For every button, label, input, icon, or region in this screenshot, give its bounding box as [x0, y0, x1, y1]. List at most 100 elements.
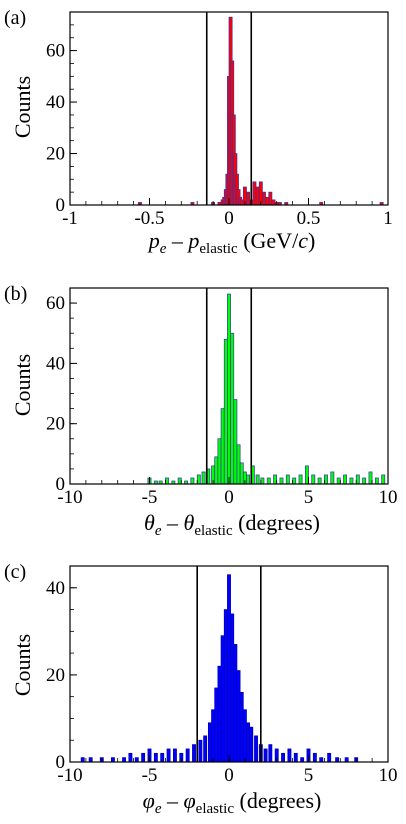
histogram-bar — [233, 399, 238, 485]
histogram-bar — [246, 722, 251, 763]
x-axis-title-a: pe – pelastic (GeV/c) — [147, 228, 316, 257]
x-var-2-b: θ — [184, 510, 195, 535]
histogram-bar — [160, 752, 165, 763]
histogram-bar — [252, 181, 257, 206]
panel-label-c: (c) — [4, 561, 26, 583]
plot-area-b: -10 -5 0 5 10 0 20 40 60 — [46, 287, 398, 508]
x-tick-label: 0 — [224, 208, 234, 229]
x-tick-label: -5 — [142, 487, 158, 508]
histogram-bar — [312, 752, 317, 763]
histogram-bar — [233, 644, 238, 763]
panel-label-b: (b) — [4, 283, 27, 305]
histogram-bar — [217, 665, 222, 763]
histogram-bar — [230, 332, 235, 485]
x-tick-label: 10 — [379, 487, 398, 508]
histogram-bar — [185, 748, 190, 763]
histogram-bar — [166, 748, 171, 763]
x-tick-label: -0.5 — [134, 208, 164, 229]
histogram-bar — [254, 735, 258, 763]
y-tick-label: 20 — [46, 414, 65, 435]
x-var-1-b: θ — [144, 510, 155, 535]
histogram-bar — [374, 477, 379, 485]
histogram-bar — [362, 477, 367, 485]
y-tick-label: 60 — [46, 293, 65, 314]
histogram-bar — [349, 477, 354, 485]
x-tick-label: 0.5 — [297, 208, 321, 229]
histogram-bar — [279, 477, 284, 485]
y-tick-label: 0 — [56, 752, 66, 773]
x-minus-b: – — [162, 510, 184, 535]
histogram-bar — [239, 462, 244, 485]
y-tick-label: 40 — [46, 578, 65, 599]
histogram-bar — [324, 474, 328, 485]
histogram-bar — [287, 748, 292, 763]
histogram-bar — [236, 670, 241, 763]
histogram-bar — [239, 691, 244, 763]
histogram-bar — [300, 757, 305, 763]
y-tick-label: 60 — [46, 41, 65, 62]
x-unit-c: (degrees) — [234, 788, 321, 813]
histogram-bar — [293, 752, 298, 763]
x-sub-2-b: elastic — [194, 523, 233, 539]
histogram-bar — [381, 474, 386, 485]
x-minus-a: – — [166, 228, 188, 253]
histogram-bar — [268, 744, 273, 763]
histogram-bar — [88, 757, 93, 763]
histogram-bar — [214, 456, 219, 485]
histogram-bar — [327, 752, 332, 763]
histogram-bar — [262, 191, 266, 206]
histogram-bar — [268, 191, 273, 206]
y-tick-label: 40 — [46, 353, 65, 374]
x-tick-label: 1 — [383, 208, 393, 229]
histogram-bar — [281, 752, 286, 763]
histogram-bar — [220, 635, 225, 763]
x-minus-c: – — [162, 788, 184, 813]
panel-c: (c) Counts -10 -5 0 5 10 0 20 40 φe – φelastic … — [4, 561, 398, 817]
histogram-bar — [203, 735, 208, 763]
histogram-bar — [335, 757, 340, 763]
histogram-bar — [122, 757, 127, 763]
x-sub-2-c: elastic — [196, 801, 235, 817]
plot-area-a: -1 -0.5 0 0.5 1 0 20 40 60 — [46, 11, 393, 229]
y-tick-label: 0 — [56, 195, 66, 216]
histogram-bar — [239, 199, 244, 206]
x-tick-label: 0 — [224, 487, 234, 508]
histogram-bar — [330, 471, 335, 485]
x-sub-1-c: e — [155, 801, 162, 817]
panel-label-a: (a) — [4, 7, 26, 29]
histogram-bar — [227, 293, 231, 485]
histogram-bar — [246, 191, 251, 206]
x-axis-title-b: θe – θelastic (degrees) — [144, 510, 320, 539]
histogram-bar — [223, 338, 228, 485]
histogram-bar — [249, 726, 254, 763]
histogram-bar — [242, 709, 247, 763]
histogram-bar — [344, 757, 349, 763]
histogram-bar — [214, 687, 219, 763]
histogram-bar — [220, 408, 225, 485]
y-axis-title-c: Counts — [10, 634, 35, 696]
x-sub-1-b: e — [155, 523, 162, 539]
histogram-bar — [227, 574, 231, 763]
histogram-bar — [311, 474, 316, 485]
histogram-bar — [317, 477, 322, 485]
histogram-bar — [223, 609, 228, 763]
histogram-bar — [368, 471, 373, 485]
y-axis-title-b: Counts — [10, 354, 35, 416]
histogram-bar — [343, 474, 348, 485]
x-var-1-a: p — [147, 228, 160, 253]
histogram-bar — [263, 748, 268, 763]
histogram-bar — [292, 477, 297, 485]
histogram-bar — [207, 722, 212, 763]
histogram-bar — [173, 748, 177, 763]
histogram-bar — [110, 757, 115, 763]
histogram-bar — [201, 471, 206, 485]
histogram-bar — [336, 477, 341, 485]
x-sub-1-a: e — [160, 241, 167, 257]
histogram-bar — [319, 757, 324, 763]
x-unit-prefix-a: (GeV/ — [238, 228, 299, 253]
histogram-bar — [196, 474, 201, 485]
x-unit-italic-a: c — [298, 228, 308, 253]
